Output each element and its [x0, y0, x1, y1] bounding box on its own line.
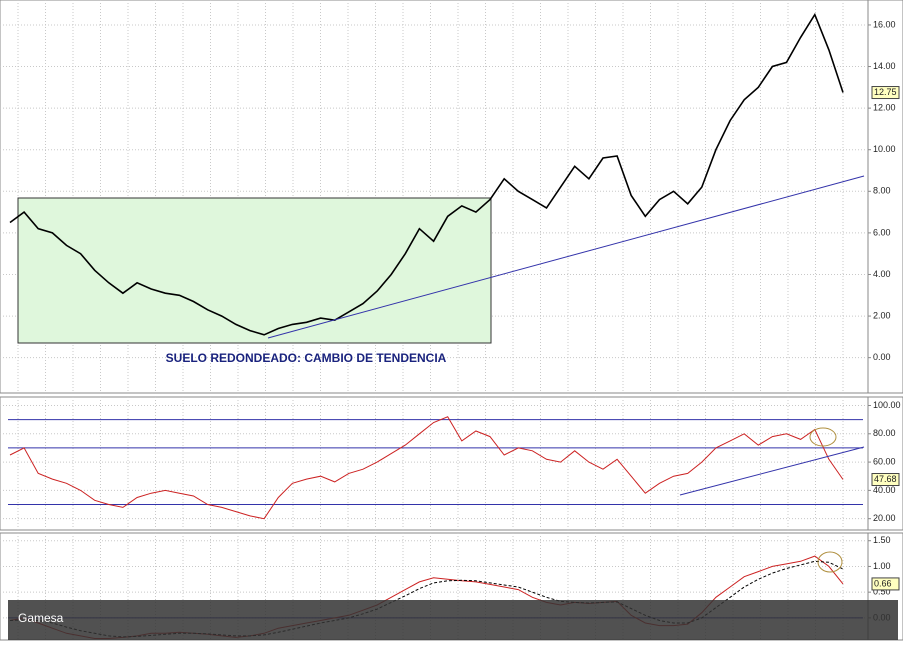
- y-tick-label: 10.00: [873, 144, 896, 154]
- series-line: [9, 416, 844, 520]
- last-value-label: 47.68: [874, 474, 897, 484]
- panel: [0, 396, 903, 531]
- y-tick-label: 6.00: [873, 227, 891, 237]
- y-tick-label: 4.00: [873, 269, 891, 279]
- y-tick-label: 8.00: [873, 186, 891, 196]
- y-tick-label: 100.00: [873, 400, 901, 410]
- y-tick-label: 60.00: [873, 456, 896, 466]
- caption: Gamesa: [18, 611, 64, 625]
- last-value-label: 12.75: [874, 87, 897, 97]
- y-tick-label: 80.00: [873, 428, 896, 438]
- last-value-tag: [871, 473, 900, 487]
- y-tick-label: 0.00: [873, 352, 891, 362]
- y-tick-label: 2.00: [873, 310, 891, 320]
- annotation: SUELO REDONDEADO: CAMBIO DE TENDENCIA: [166, 351, 447, 365]
- caption-band: [8, 600, 898, 640]
- trend-line: [267, 175, 865, 339]
- trend-line: [679, 446, 865, 496]
- y-tick-label: 20.00: [873, 513, 896, 523]
- y-tick-label: 14.00: [873, 61, 896, 71]
- y-tick-label: 0.50: [873, 587, 891, 597]
- last-value-label: 0.66: [874, 578, 892, 588]
- y-tick-label: 1.50: [873, 535, 891, 545]
- pattern-box: [17, 197, 492, 344]
- panel: [0, 0, 903, 394]
- last-value-tag: [871, 86, 900, 100]
- last-value-tag: [871, 577, 900, 591]
- y-tick-label: 40.00: [873, 485, 896, 495]
- highlight-ellipse: [817, 551, 843, 573]
- y-tick-label: 16.00: [873, 19, 896, 29]
- y-tick-label: 12.00: [873, 103, 896, 113]
- series-line: [9, 12, 844, 336]
- highlight-ellipse: [809, 427, 837, 447]
- y-tick-label: 1.00: [873, 561, 891, 571]
